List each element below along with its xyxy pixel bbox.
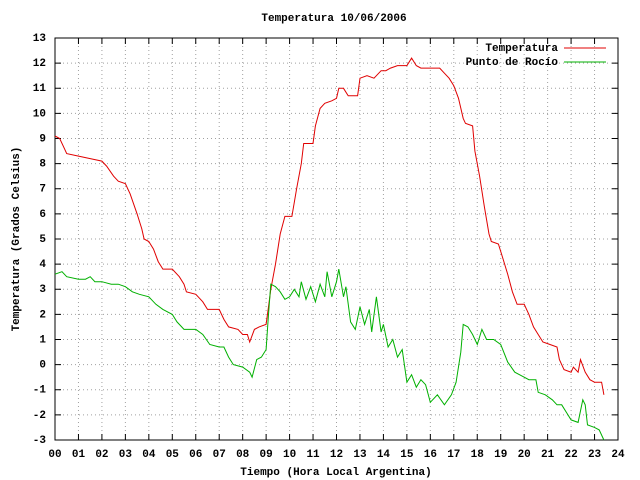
y-tick-label: 10	[33, 108, 46, 120]
x-tick-label: 09	[260, 449, 273, 461]
x-tick-label: 01	[72, 449, 86, 461]
y-tick-label: 6	[39, 209, 46, 221]
series-line	[54, 269, 605, 441]
x-tick-label: 07	[213, 449, 226, 461]
x-tick-label: 22	[564, 449, 577, 461]
y-tick-label: 9	[39, 133, 46, 145]
y-tick-label: 5	[39, 234, 46, 246]
x-tick-label: 03	[119, 449, 133, 461]
chart-title: Temperatura 10/06/2006	[261, 13, 406, 25]
y-tick-label: 12	[33, 58, 46, 70]
y-tick-label: 2	[39, 309, 46, 321]
y-tick-label: 13	[33, 33, 47, 45]
plot-frame	[54, 37, 619, 441]
x-tick-label: 08	[236, 449, 250, 461]
x-tick-label: 10	[283, 449, 296, 461]
y-tick-label: 8	[39, 159, 46, 171]
x-tick-label: 17	[447, 449, 460, 461]
legend-label: Punto de Rocío	[466, 57, 559, 69]
y-tick-label: 0	[39, 360, 46, 372]
y-tick-label: -2	[33, 410, 46, 422]
y-tick-label: 3	[39, 284, 46, 296]
x-tick-label: 21	[541, 449, 555, 461]
x-tick-label: 24	[611, 449, 625, 461]
x-tick-label: 00	[48, 449, 61, 461]
x-axis-label: Tiempo (Hora Local Argentina)	[240, 467, 431, 479]
x-tick-label: 18	[471, 449, 485, 461]
y-tick-label: 11	[33, 83, 47, 95]
x-tick-label: 19	[494, 449, 507, 461]
x-tick-label: 23	[588, 449, 602, 461]
x-tick-label: 20	[518, 449, 531, 461]
x-tick-label: 12	[330, 449, 343, 461]
series-line	[54, 57, 605, 395]
y-tick-label: 1	[39, 334, 46, 346]
y-tick-label: -3	[33, 435, 47, 447]
x-tick-label: 06	[189, 449, 202, 461]
y-tick-label: 7	[39, 184, 46, 196]
x-tick-label: 15	[400, 449, 414, 461]
legend-label: Temperatura	[485, 43, 558, 55]
x-tick-label: 14	[377, 449, 391, 461]
y-tick-label: 4	[39, 259, 46, 271]
y-tick-label: -1	[33, 385, 47, 397]
x-tick-label: 13	[353, 449, 367, 461]
x-tick-label: 16	[424, 449, 437, 461]
y-axis-label: Temperatura (Grados Celsius)	[11, 147, 23, 332]
x-tick-label: 02	[95, 449, 108, 461]
x-tick-label: 11	[306, 449, 320, 461]
x-tick-label: 05	[166, 449, 180, 461]
x-tick-label: 04	[142, 449, 156, 461]
